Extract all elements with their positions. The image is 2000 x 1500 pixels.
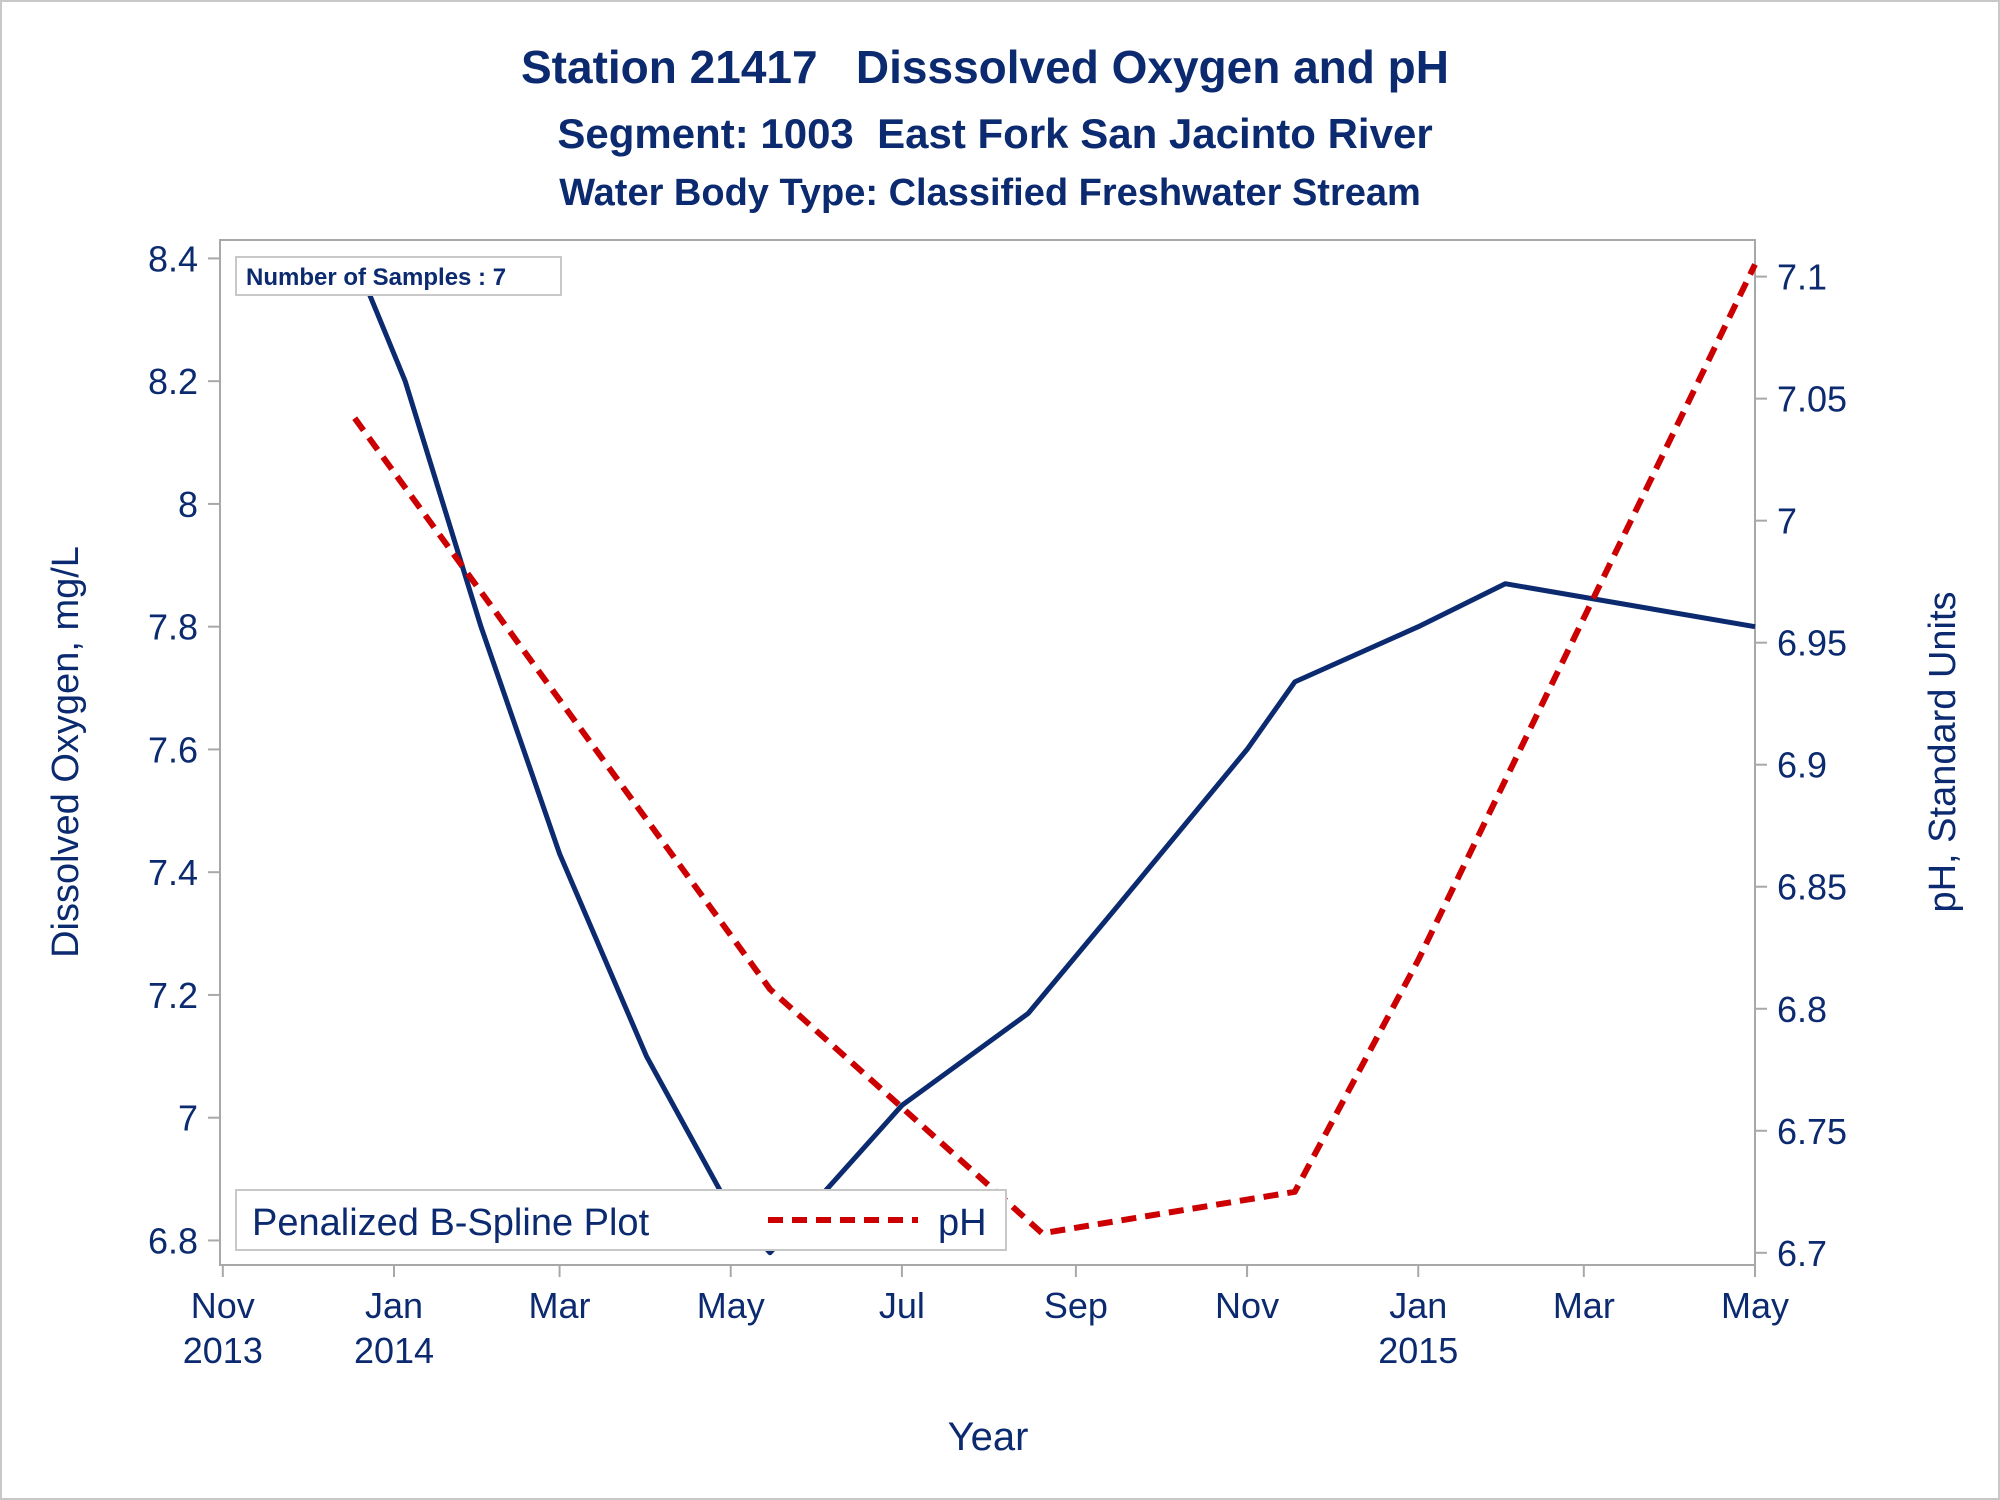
sample-count-box — [235, 256, 562, 296]
x-tick-label: May — [697, 1285, 765, 1326]
y-left-tick-label: 7.2 — [148, 975, 198, 1016]
chart-subtitle-2: Water Body Type: Classified Freshwater S… — [559, 172, 1421, 214]
x-tick-label: May — [1721, 1285, 1789, 1326]
x-tick-year-label: 2013 — [183, 1330, 263, 1371]
legend-label-ph: pH — [938, 1202, 987, 1244]
x-tick-label: Mar — [529, 1285, 591, 1326]
y-right-tick-label: 6.8 — [1777, 989, 1827, 1030]
x-tick-label: Nov — [191, 1285, 255, 1326]
sample-count-text: Number of Samples : 7 — [246, 264, 506, 291]
y-left-tick-label: 7.4 — [148, 852, 198, 893]
x-tick-year-label: 2015 — [1378, 1330, 1458, 1371]
y-axis-left-label: Dissolved Oxygen, mg/L — [45, 546, 87, 958]
y-left-tick-label: 7 — [178, 1098, 198, 1139]
y-right-tick-label: 7 — [1777, 501, 1797, 542]
x-axis-label: Year — [948, 1415, 1029, 1459]
legend: Penalized B-Spline Plot pH — [235, 1189, 1007, 1251]
chart-subtitle: Segment: 1003 East Fork San Jacinto Rive… — [557, 110, 1432, 157]
x-tick-label: Nov — [1215, 1285, 1279, 1326]
y-right-tick-label: 6.75 — [1777, 1111, 1847, 1152]
series-line-ph — [352, 263, 1758, 1237]
y-left-tick-label: 6.8 — [148, 1220, 198, 1261]
y-right-tick-label: 6.85 — [1777, 867, 1847, 908]
x-tick-label: Jul — [879, 1285, 925, 1326]
x-tick-year-label: 2014 — [354, 1330, 434, 1371]
y-left-tick-label: 7.6 — [148, 729, 198, 770]
series-line-dissolved-oxygen — [352, 257, 1756, 1256]
x-tick-label: Jan — [1389, 1285, 1447, 1326]
x-tick-label: Mar — [1553, 1285, 1615, 1326]
y-axis-left: 6.8 7 7.2 7.4 7.6 7.8 8 8.2 8.4 — [148, 238, 220, 1261]
plot-area — [219, 239, 1756, 1266]
chart-title: Station 21417 Disssolved Oxygen and pH — [521, 41, 1449, 93]
x-tick-label: Sep — [1044, 1285, 1108, 1326]
x-tick-label: Jan — [365, 1285, 423, 1326]
y-right-tick-label: 7.1 — [1777, 257, 1827, 298]
series-layer — [352, 257, 1758, 1256]
y-left-tick-label: 8.2 — [148, 361, 198, 402]
y-left-tick-label: 8.4 — [148, 238, 198, 279]
y-right-tick-label: 6.7 — [1777, 1233, 1827, 1274]
sample-count-note: Number of Samples : 7 — [235, 256, 562, 296]
y-right-tick-label: 6.95 — [1777, 623, 1847, 664]
y-left-tick-label: 7.8 — [148, 607, 198, 648]
y-left-tick-label: 8 — [178, 484, 198, 525]
y-right-tick-label: 6.9 — [1777, 745, 1827, 786]
y-axis-right: 6.7 6.75 6.8 6.85 6.9 6.95 7 7.05 7.1 — [1755, 257, 1847, 1274]
y-right-tick-label: 7.05 — [1777, 379, 1847, 420]
legend-title: Penalized B-Spline Plot — [252, 1202, 650, 1244]
y-axis-right-label: pH, Standard Units — [1922, 591, 1964, 912]
